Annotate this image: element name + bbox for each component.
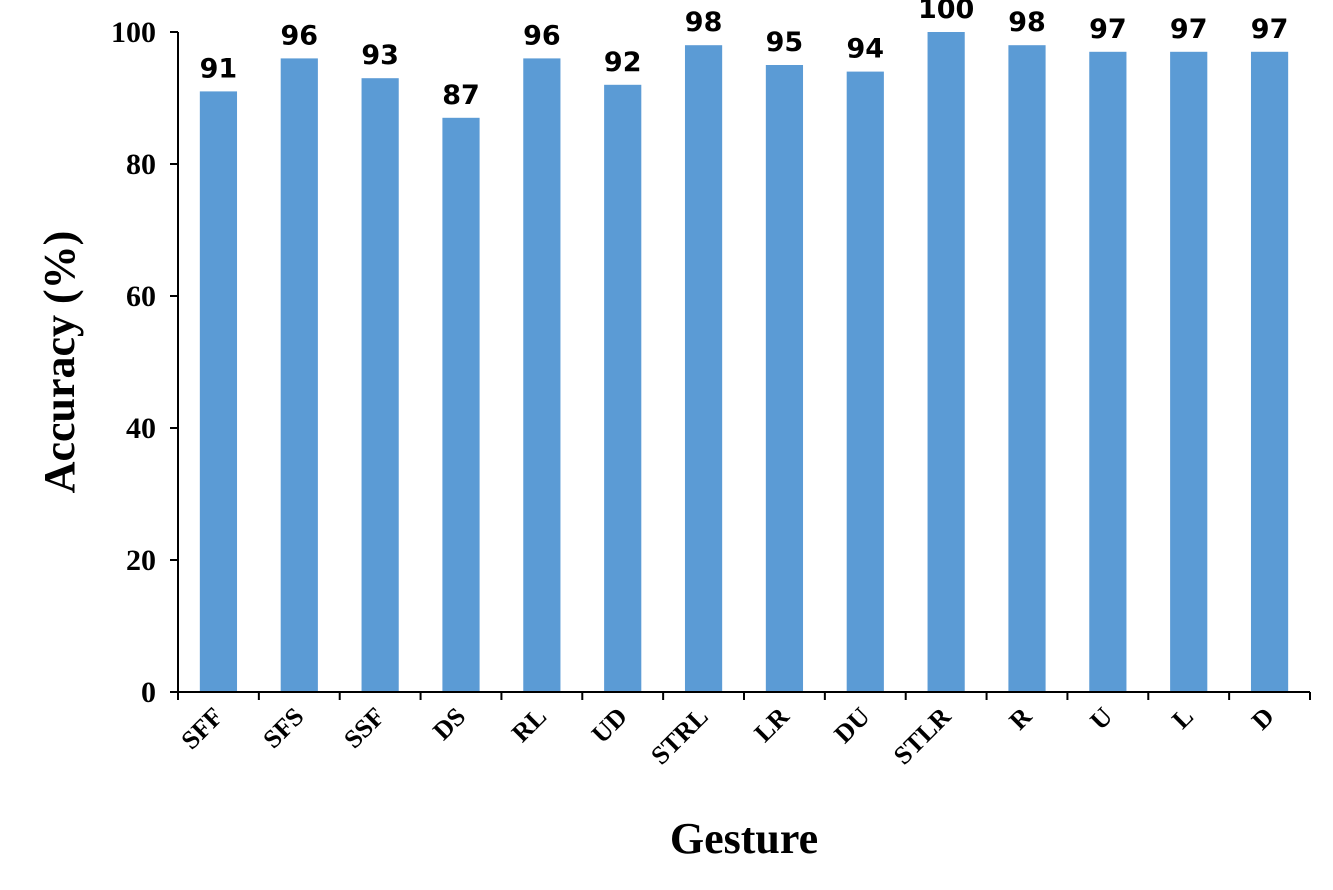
bar-sff: [199, 91, 238, 692]
data-label: 97: [1251, 14, 1289, 45]
x-tick-label: SSF: [338, 702, 390, 754]
x-tick-label: DU: [828, 702, 875, 749]
x-axis-title: Gesture: [670, 814, 818, 863]
data-label: 97: [1089, 14, 1127, 45]
data-label: 95: [766, 27, 804, 58]
data-label: 92: [604, 47, 642, 78]
bar-ssf: [361, 78, 399, 692]
data-labels-group: 91 96 93 87 96 92 98 95 94 100 98 97 97 97: [200, 0, 1289, 111]
x-tick-label: SFF: [175, 702, 228, 755]
bar-ud: [604, 84, 642, 693]
y-ticks-group: 0 20 40 60 80 100: [111, 16, 178, 709]
y-axis-title: Accuracy (%): [35, 231, 84, 494]
x-tick-label: L: [1166, 702, 1199, 735]
y-tick-label: 40: [126, 412, 156, 445]
bar-lr: [765, 65, 804, 692]
data-label: 94: [846, 34, 884, 65]
y-tick-label: 0: [141, 676, 156, 709]
bar-sfs: [280, 58, 318, 692]
y-tick-label: 100: [111, 16, 156, 49]
x-tick-label: STRL: [645, 702, 714, 771]
data-label: 96: [280, 20, 318, 51]
data-label: 96: [523, 20, 561, 51]
bar-d: [1250, 51, 1289, 693]
x-tick-label: R: [1003, 702, 1037, 736]
data-label: 98: [685, 7, 723, 38]
data-label: 93: [361, 40, 399, 71]
x-tick-label: UD: [586, 702, 633, 749]
x-tick-label: RL: [506, 702, 552, 748]
bars-group: [199, 32, 1289, 693]
x-tick-label: LR: [749, 702, 795, 748]
bar-rl: [523, 58, 561, 692]
data-label: 87: [442, 80, 480, 111]
x-tick-label: D: [1246, 702, 1280, 736]
x-tick-label: STLR: [888, 702, 957, 771]
bar-ds: [442, 117, 480, 693]
data-label: 100: [918, 0, 974, 25]
y-tick-label: 60: [126, 280, 156, 313]
x-tick-label: DS: [427, 702, 471, 746]
bar-du: [846, 71, 884, 693]
y-tick-label: 80: [126, 148, 156, 181]
bar-u: [1089, 51, 1127, 693]
data-label: 97: [1170, 14, 1208, 45]
bar-stlr: [927, 32, 965, 692]
x-ticks-group: SFF SFS SSF DS RL UD STRL LR DU STLR R U L D: [175, 692, 1311, 771]
bar-r: [1008, 45, 1046, 692]
y-tick-label: 20: [126, 544, 156, 577]
x-tick-label: SFS: [257, 702, 309, 754]
bar-l: [1170, 51, 1208, 693]
bar-strl: [684, 45, 723, 692]
data-label: 98: [1008, 7, 1046, 38]
x-tick-label: U: [1084, 702, 1118, 736]
data-label: 91: [200, 53, 238, 84]
